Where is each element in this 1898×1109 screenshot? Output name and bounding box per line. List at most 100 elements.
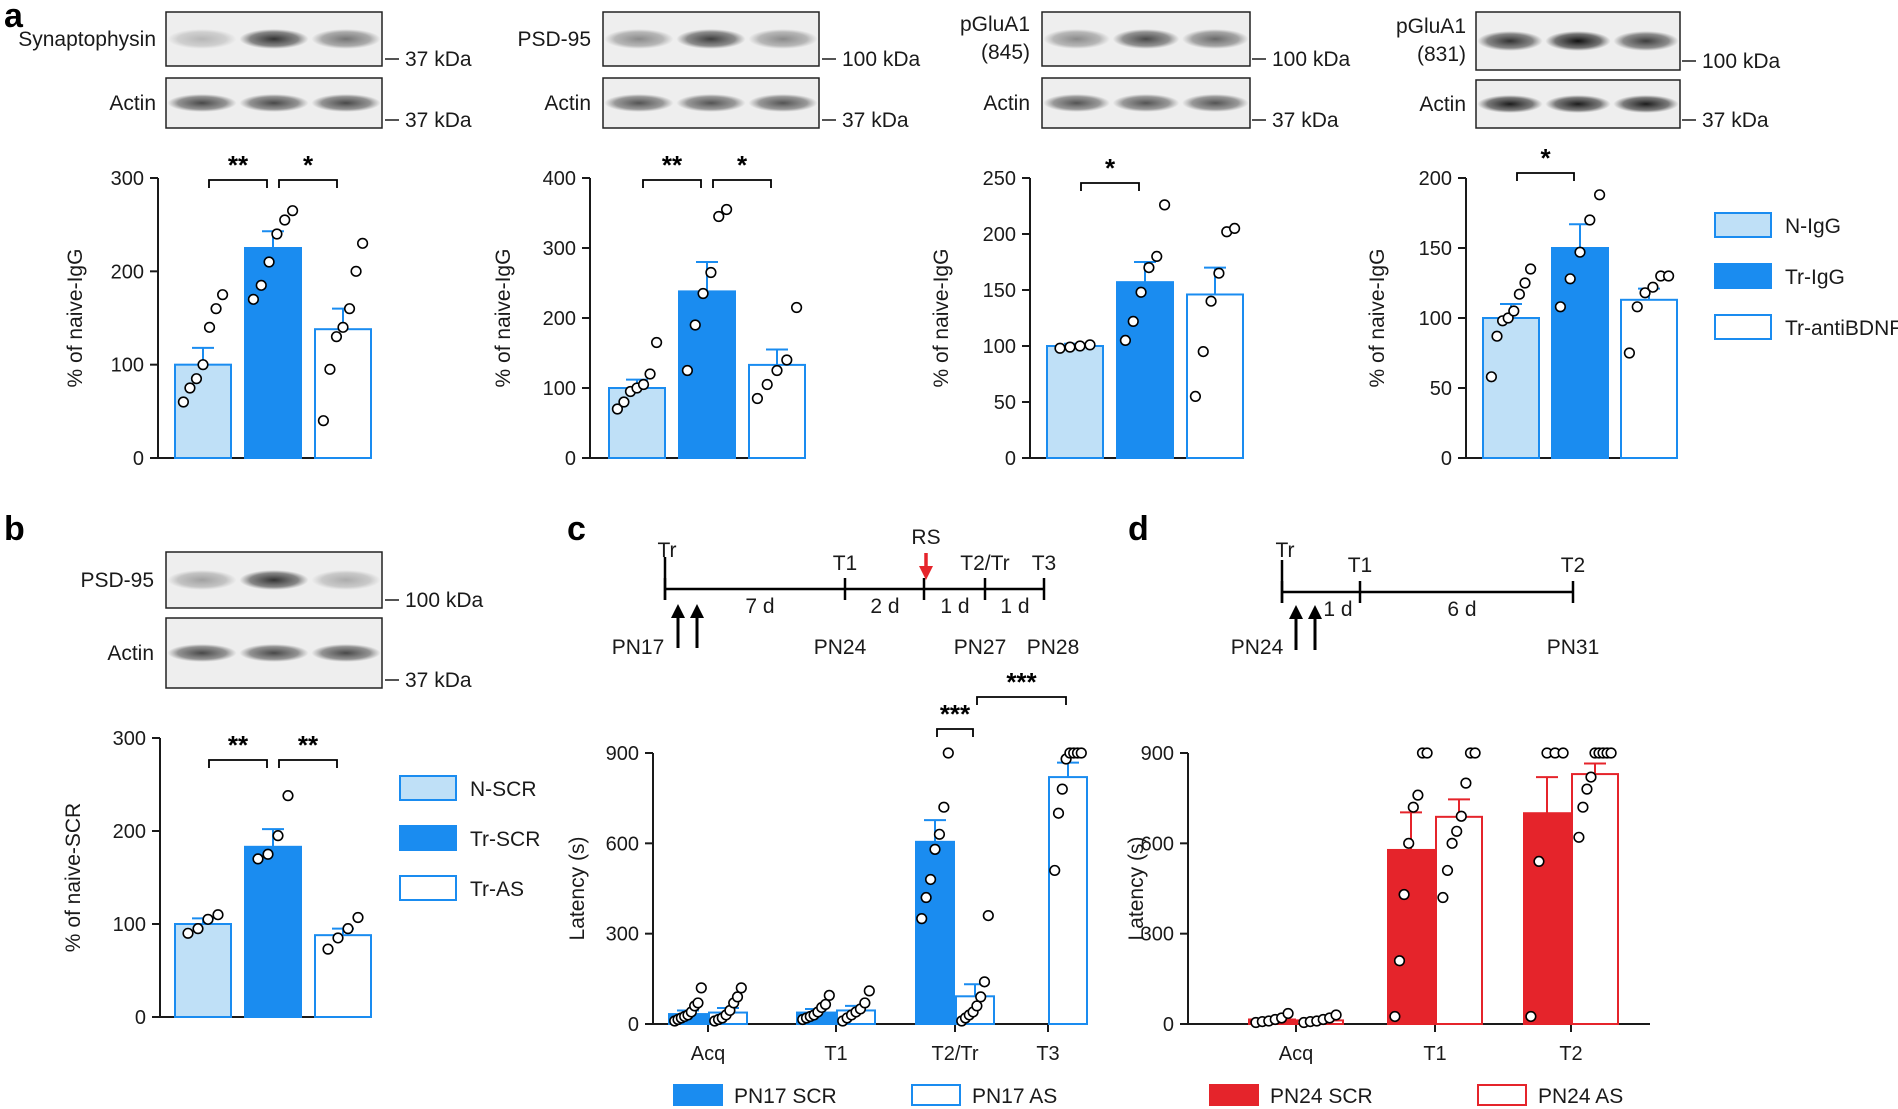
x-tick-label: T1 [1423, 1043, 1446, 1065]
blot-label: PSD-95 [517, 28, 591, 51]
y-tick-label: 200 [111, 261, 144, 283]
significance-stars: * [1105, 153, 1116, 183]
bar [1048, 776, 1088, 1025]
bar [748, 363, 806, 459]
blot-label: Actin [107, 642, 154, 665]
y-tick-label: 200 [543, 308, 576, 330]
data-point [202, 913, 214, 925]
significance-stars: * [1540, 143, 1551, 173]
x-tick-label: T2/Tr [931, 1043, 978, 1065]
actin-band [239, 94, 309, 112]
data-point [1197, 346, 1209, 358]
blot-label: Actin [109, 92, 156, 115]
data-point [1524, 263, 1537, 275]
data-point [1557, 747, 1569, 759]
data-point [1421, 747, 1433, 759]
data-point [1151, 250, 1163, 262]
timeline-interval: 6 d [1447, 598, 1476, 621]
actin-band [239, 644, 309, 662]
significance-bracket [976, 696, 1067, 705]
data-point [247, 293, 259, 305]
data-point [1282, 1007, 1294, 1020]
data-point [735, 982, 747, 994]
timeline-interval: 2 d [870, 595, 899, 618]
data-point [1052, 807, 1065, 819]
data-point [1662, 270, 1675, 282]
data-point [1075, 747, 1087, 759]
data-point [1158, 199, 1171, 211]
bar [1046, 345, 1104, 459]
protein-band [1043, 29, 1110, 49]
data-point [357, 237, 369, 249]
data-point [287, 205, 299, 217]
timeline-age: PN24 [1231, 636, 1284, 659]
data-point [190, 373, 203, 385]
y-tick-label: 100 [543, 378, 576, 400]
y-tick-label: 200 [1419, 168, 1452, 190]
timeline-interval: 1 d [1323, 598, 1352, 621]
x-tick-label: T3 [1036, 1043, 1059, 1065]
data-point [217, 289, 229, 301]
bar [314, 328, 372, 460]
data-point [637, 378, 650, 391]
data-point [1519, 277, 1531, 289]
data-point [1525, 1010, 1537, 1023]
data-point [1508, 305, 1520, 317]
kda-marker: 100 kDa [405, 589, 484, 612]
bar [174, 363, 232, 459]
data-point [790, 301, 803, 314]
data-point [182, 927, 194, 939]
bar [1551, 247, 1609, 459]
y-tick-label: 100 [113, 914, 146, 936]
data-point [720, 203, 733, 216]
significance-stars: ** [228, 730, 249, 760]
data-point [212, 909, 224, 921]
significance-bracket [1080, 182, 1140, 191]
y-tick-label: 300 [111, 168, 144, 190]
data-point [1593, 189, 1606, 201]
y-tick-label: 50 [1430, 378, 1452, 400]
data-point [705, 266, 717, 279]
significance-stars: *** [1006, 667, 1037, 697]
data-point [978, 976, 991, 988]
bar [1571, 773, 1619, 1025]
protein-band [1477, 31, 1543, 51]
x-tick-label: T2 [1559, 1043, 1582, 1065]
y-axis-label: % of naive-IgG [492, 249, 515, 388]
data-point [1074, 340, 1086, 352]
actin-band [1112, 94, 1180, 112]
significance-stars: *** [940, 699, 971, 729]
data-point [1412, 789, 1424, 801]
protein-band [239, 570, 309, 590]
actin-band [604, 94, 674, 112]
blot-label: Synaptophysin [18, 28, 156, 51]
significance-bracket [1516, 172, 1575, 181]
data-point [823, 989, 835, 1001]
kda-marker: 37 kDa [405, 109, 472, 132]
actin-band [1477, 95, 1543, 113]
significance-stars: ** [662, 150, 683, 180]
data-point [324, 363, 336, 375]
y-tick-label: 300 [113, 728, 146, 750]
legend-swatch [1714, 212, 1772, 238]
y-tick-label: 100 [111, 355, 144, 377]
actin-band [1545, 95, 1611, 113]
y-axis-label: % of naive-IgG [930, 249, 953, 388]
y-tick-label: 0 [133, 448, 144, 470]
timeline-interval: 1 d [940, 595, 969, 618]
significance-stars: * [737, 150, 748, 180]
data-point [650, 336, 663, 349]
kda-marker: 37 kDa [405, 669, 472, 692]
data-point [1623, 347, 1635, 359]
data-point [1460, 777, 1472, 789]
data-point [1533, 855, 1545, 868]
data-point [282, 790, 294, 802]
legend-label: Tr-AS [470, 878, 524, 901]
timeline-age: PN17 [612, 636, 665, 659]
timeline-label: T1 [1348, 554, 1373, 577]
data-point [1205, 295, 1217, 307]
actin-band [1613, 95, 1679, 113]
legend-label: PN24 AS [1538, 1085, 1623, 1108]
data-point [695, 982, 707, 994]
y-tick-label: 0 [1005, 448, 1016, 470]
